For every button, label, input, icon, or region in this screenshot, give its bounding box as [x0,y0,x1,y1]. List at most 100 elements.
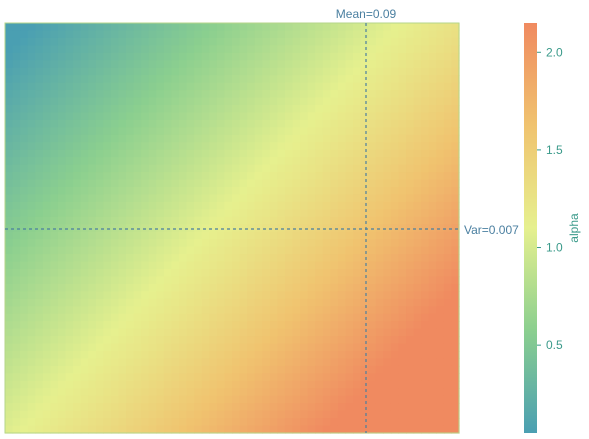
heatmap-cell [307,298,316,307]
heatmap-cell [216,164,226,173]
heatmap-cell [141,105,150,114]
heatmap-cell [421,306,430,315]
heatmap-cell [375,172,384,181]
heatmap-cell [186,187,195,196]
heatmap-cell [141,179,150,188]
heatmap-cell [171,336,180,345]
heatmap-cell [443,291,453,300]
heatmap-cell [95,149,104,158]
heatmap-cell [337,90,347,99]
heatmap-cell [421,358,430,367]
heatmap-cell [413,187,422,196]
heatmap-cell [12,380,21,389]
heatmap-cell [315,164,324,173]
heatmap-cell [383,30,392,39]
heatmap-cell [345,97,354,106]
heatmap-cell [126,358,135,367]
heatmap-cell [50,321,59,330]
heatmap-cell [307,37,316,46]
heatmap-cell [95,187,104,196]
heatmap-cell [12,425,21,434]
heatmap-cell [436,149,445,158]
heatmap-cell [360,216,369,225]
heatmap-cell [232,60,241,69]
heatmap-cell [413,343,422,352]
heatmap-cell [300,157,309,166]
heatmap-cell [12,246,21,255]
heatmap-cell [239,254,248,263]
heatmap-cell [65,75,74,84]
heatmap-cell [337,351,347,360]
heatmap-cell [216,97,226,106]
heatmap-cell [345,373,354,382]
heatmap-cell [254,134,263,143]
heatmap-cell [254,90,263,99]
heatmap-cell [141,373,150,382]
heatmap-cell [353,358,362,367]
heatmap-cell [216,388,226,397]
heatmap-cell [20,358,29,367]
heatmap-cell [413,164,422,173]
heatmap-cell [398,82,407,91]
heatmap-cell [201,291,210,300]
heatmap-cell [201,239,210,248]
heatmap-cell [163,313,173,322]
heatmap-cell [232,358,241,367]
heatmap-cell [201,403,210,412]
heatmap-cell [141,425,150,434]
heatmap-cell [126,201,135,210]
heatmap-cell [209,269,218,278]
heatmap-cell [353,351,362,360]
heatmap-cell [126,403,135,412]
heatmap-cell [451,67,460,76]
heatmap-cell [269,231,278,240]
heatmap-cell [186,172,195,181]
heatmap-cell [398,283,407,292]
heatmap-cell [95,328,104,337]
heatmap-cell [330,388,339,397]
heatmap-cell [421,246,430,255]
heatmap-cell [209,418,218,427]
heatmap-cell [57,373,67,382]
heatmap-cell [360,179,369,188]
heatmap-cell [50,37,59,46]
heatmap-cell [65,172,74,181]
heatmap-cell [12,187,21,196]
heatmap-cell [398,328,407,337]
heatmap-cell [141,164,150,173]
heatmap-cell [436,187,445,196]
heatmap-cell [239,201,248,210]
heatmap-cell [148,425,157,434]
heatmap-cell [201,30,210,39]
heatmap-cell [110,321,120,330]
heatmap-cell [156,239,165,248]
heatmap-cell [27,261,36,270]
heatmap-cell [337,283,347,292]
heatmap-cell [436,37,445,46]
heatmap-cell [201,216,210,225]
heatmap-cell [262,254,271,263]
heatmap-cell [88,172,97,181]
heatmap-cell [307,23,316,32]
heatmap-cell [269,291,278,300]
heatmap-cell [277,187,286,196]
heatmap-cell [156,224,165,233]
heatmap-cell [292,82,301,91]
heatmap-cell [436,164,445,173]
heatmap-cell [239,403,248,412]
heatmap-cell [148,358,157,367]
heatmap-cell [451,90,460,99]
heatmap-cell [148,194,157,203]
heatmap-cell [209,425,218,434]
heatmap-cell [80,67,89,76]
heatmap-cell [209,261,218,270]
heatmap-cell [443,261,453,270]
heatmap-cell [27,336,36,345]
heatmap-cell [110,254,120,263]
heatmap-cell [284,373,294,382]
heatmap-cell [156,134,165,143]
heatmap-cell [284,52,294,61]
heatmap-cell [209,358,218,367]
heatmap-cell [269,395,278,404]
heatmap-cell [27,373,36,382]
